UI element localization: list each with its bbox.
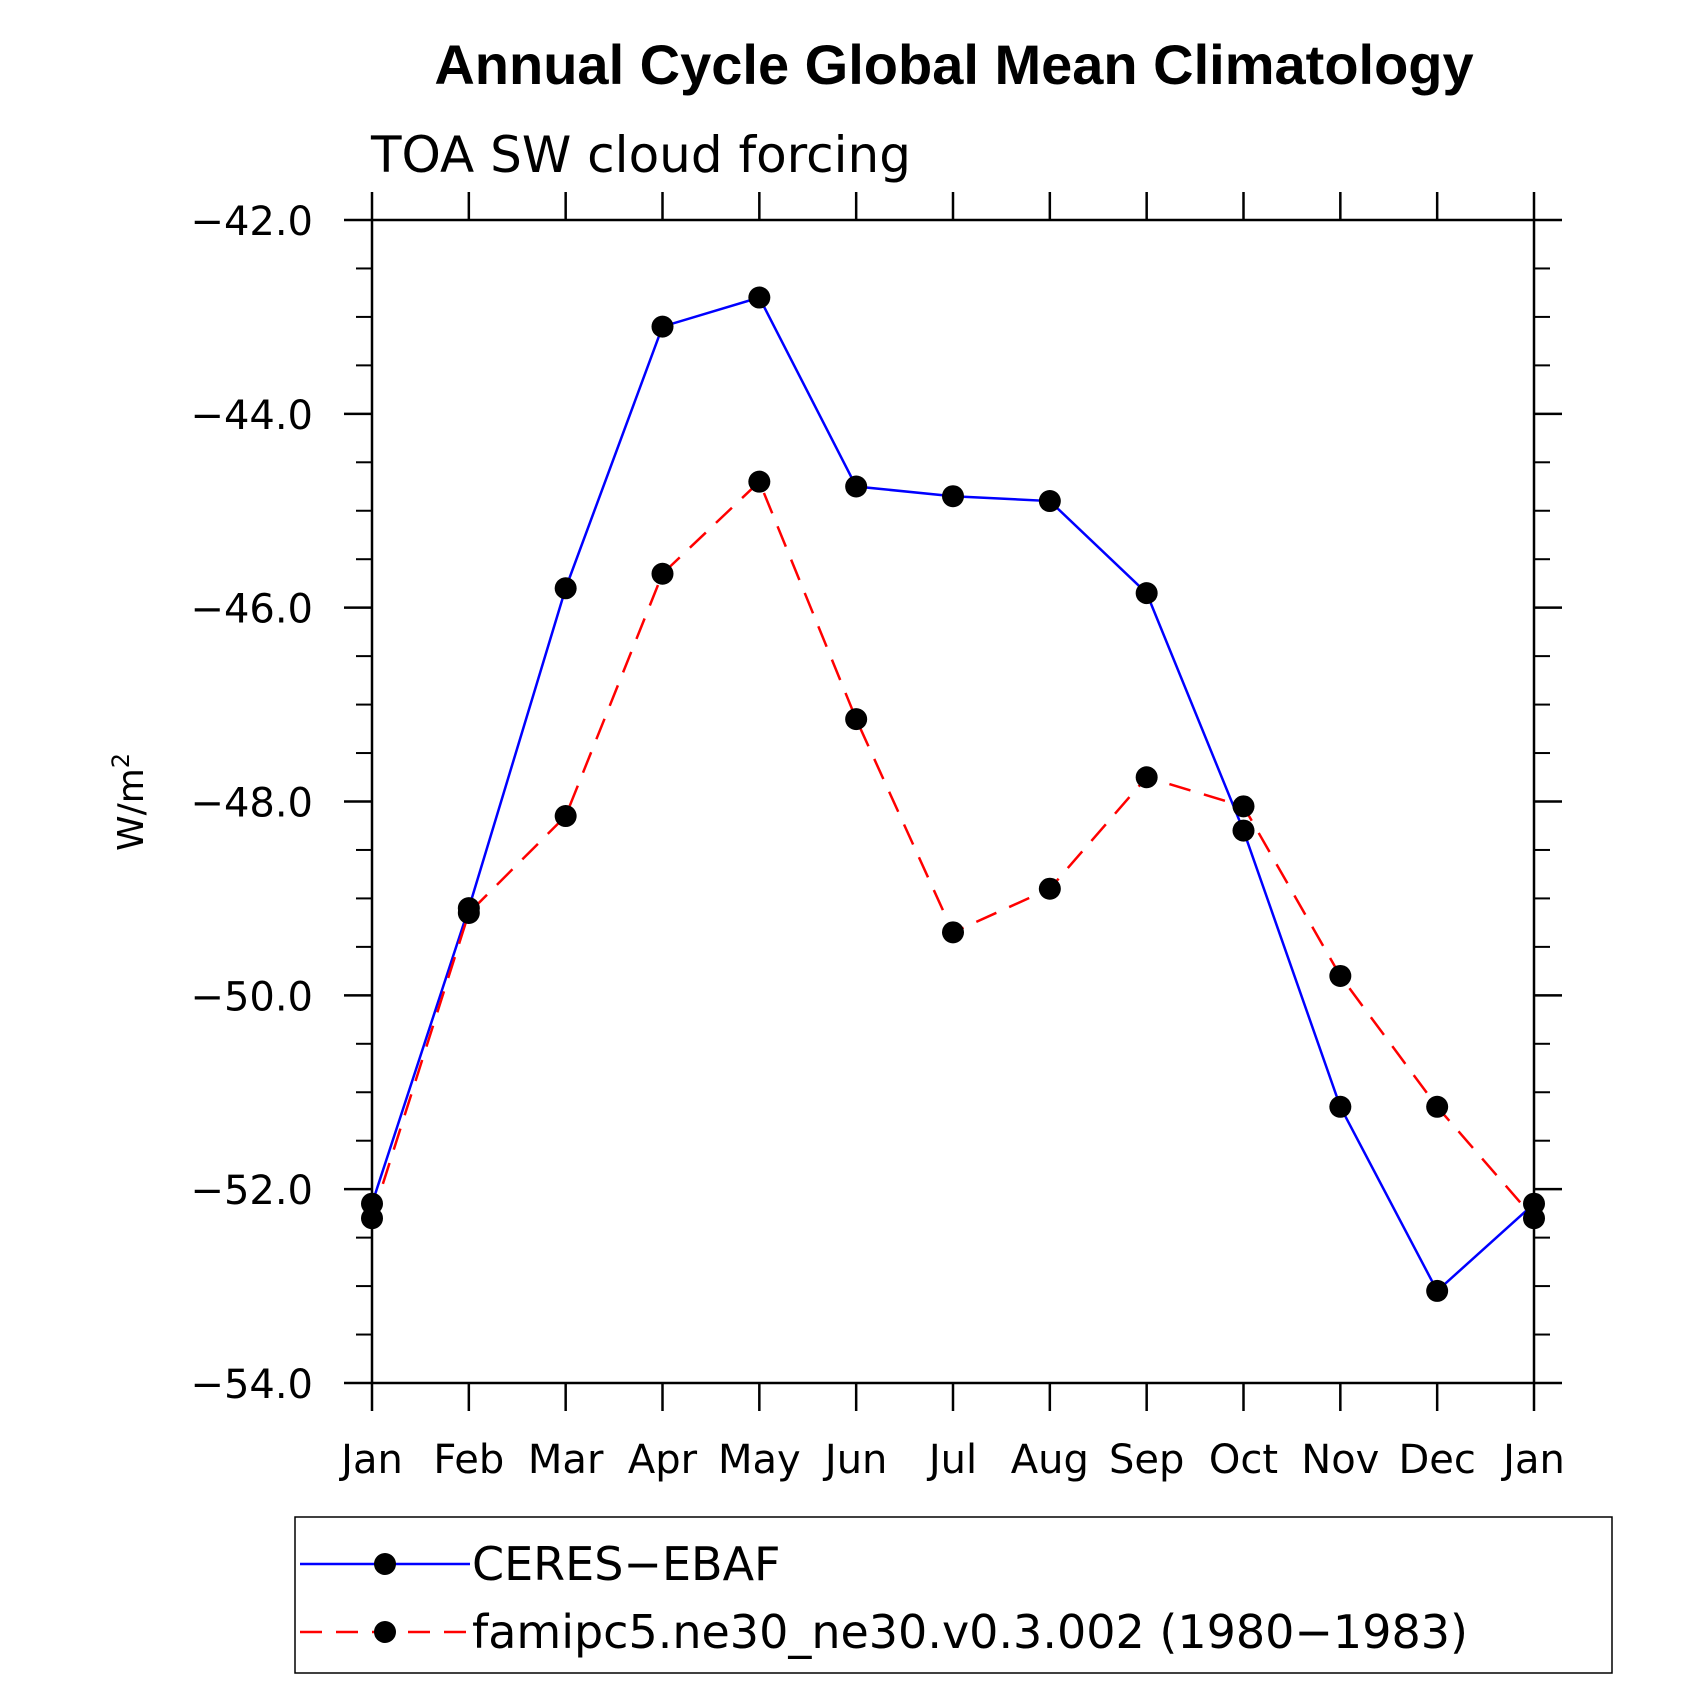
series-point-0 (845, 475, 868, 498)
series-line-1 (370, 479, 1535, 1220)
series-layer (361, 286, 1545, 1302)
series-point-1 (554, 805, 577, 828)
x-tick-label: Oct (1209, 1437, 1278, 1483)
series-point-1 (457, 901, 480, 924)
series-point-0 (942, 485, 964, 508)
series-point-0 (1329, 1095, 1352, 1118)
series-point-1 (1038, 877, 1061, 900)
y-tick-label: −42.0 (190, 199, 313, 245)
series-point-1 (361, 1207, 383, 1230)
x-tick-label: Mar (528, 1437, 604, 1483)
series-line-0 (370, 296, 1535, 1293)
series-point-0 (748, 286, 771, 309)
plot-frame (370, 218, 1536, 1385)
y-axis-label: W/m2 (107, 753, 152, 851)
chart-title: Annual Cycle Global Mean Climatology (434, 33, 1473, 96)
legend: CERES−EBAF famipc5.ne30_ne30.v0.3.002 (19… (294, 1516, 1613, 1674)
x-tick-label: Feb (433, 1437, 504, 1483)
series-point-1 (748, 470, 771, 493)
series-point-1 (1329, 964, 1352, 987)
y-tick-label: −48.0 (190, 781, 313, 827)
legend-marker-0 (374, 1553, 396, 1575)
series-point-0 (554, 577, 577, 600)
x-tick-label: Dec (1398, 1437, 1475, 1483)
x-tick-label: Jul (926, 1437, 977, 1483)
ticks-layer: Jan Feb Mar Apr May Jun Jul Aug Sep Oct Nov Dec Jan−… (190, 192, 1565, 1483)
series-point-1 (1523, 1207, 1545, 1230)
series-point-1 (942, 921, 964, 944)
x-tick-label: May (718, 1437, 801, 1483)
y-tick-label: −50.0 (190, 974, 313, 1020)
y-tick-label: −44.0 (190, 393, 313, 439)
series-point-1 (1426, 1095, 1449, 1118)
legend-marker-1 (374, 1621, 396, 1643)
series-point-1 (845, 708, 868, 731)
series-point-0 (1038, 490, 1061, 513)
x-tick-label: Nov (1301, 1437, 1379, 1483)
series-point-1 (1232, 795, 1255, 818)
y-axis-label-group: W/m2 (107, 753, 152, 851)
series-point-0 (1135, 582, 1158, 605)
series-point-0 (1232, 819, 1255, 842)
y-tick-label: −46.0 (190, 587, 313, 633)
series-point-1 (651, 562, 674, 585)
x-tick-label: Jan (1500, 1437, 1565, 1483)
legend-label-1: famipc5.ne30_ne30.v0.3.002 (1980−1983) (472, 1605, 1468, 1659)
x-tick-label: Aug (1011, 1437, 1089, 1483)
legend-box (294, 1516, 1613, 1674)
legend-label-0: CERES−EBAF (472, 1537, 781, 1591)
series-point-1 (1135, 766, 1158, 789)
x-tick-label: Jun (822, 1437, 888, 1483)
y-tick-label: −52.0 (190, 1168, 313, 1214)
y-tick-label: −54.0 (190, 1362, 313, 1408)
x-tick-label: Jan (338, 1437, 403, 1483)
x-tick-label: Sep (1109, 1437, 1184, 1483)
x-tick-label: Apr (628, 1437, 698, 1483)
chart-subtitle: TOA SW cloud forcing (370, 126, 911, 184)
series-point-0 (1426, 1279, 1449, 1302)
series-point-0 (651, 315, 674, 338)
